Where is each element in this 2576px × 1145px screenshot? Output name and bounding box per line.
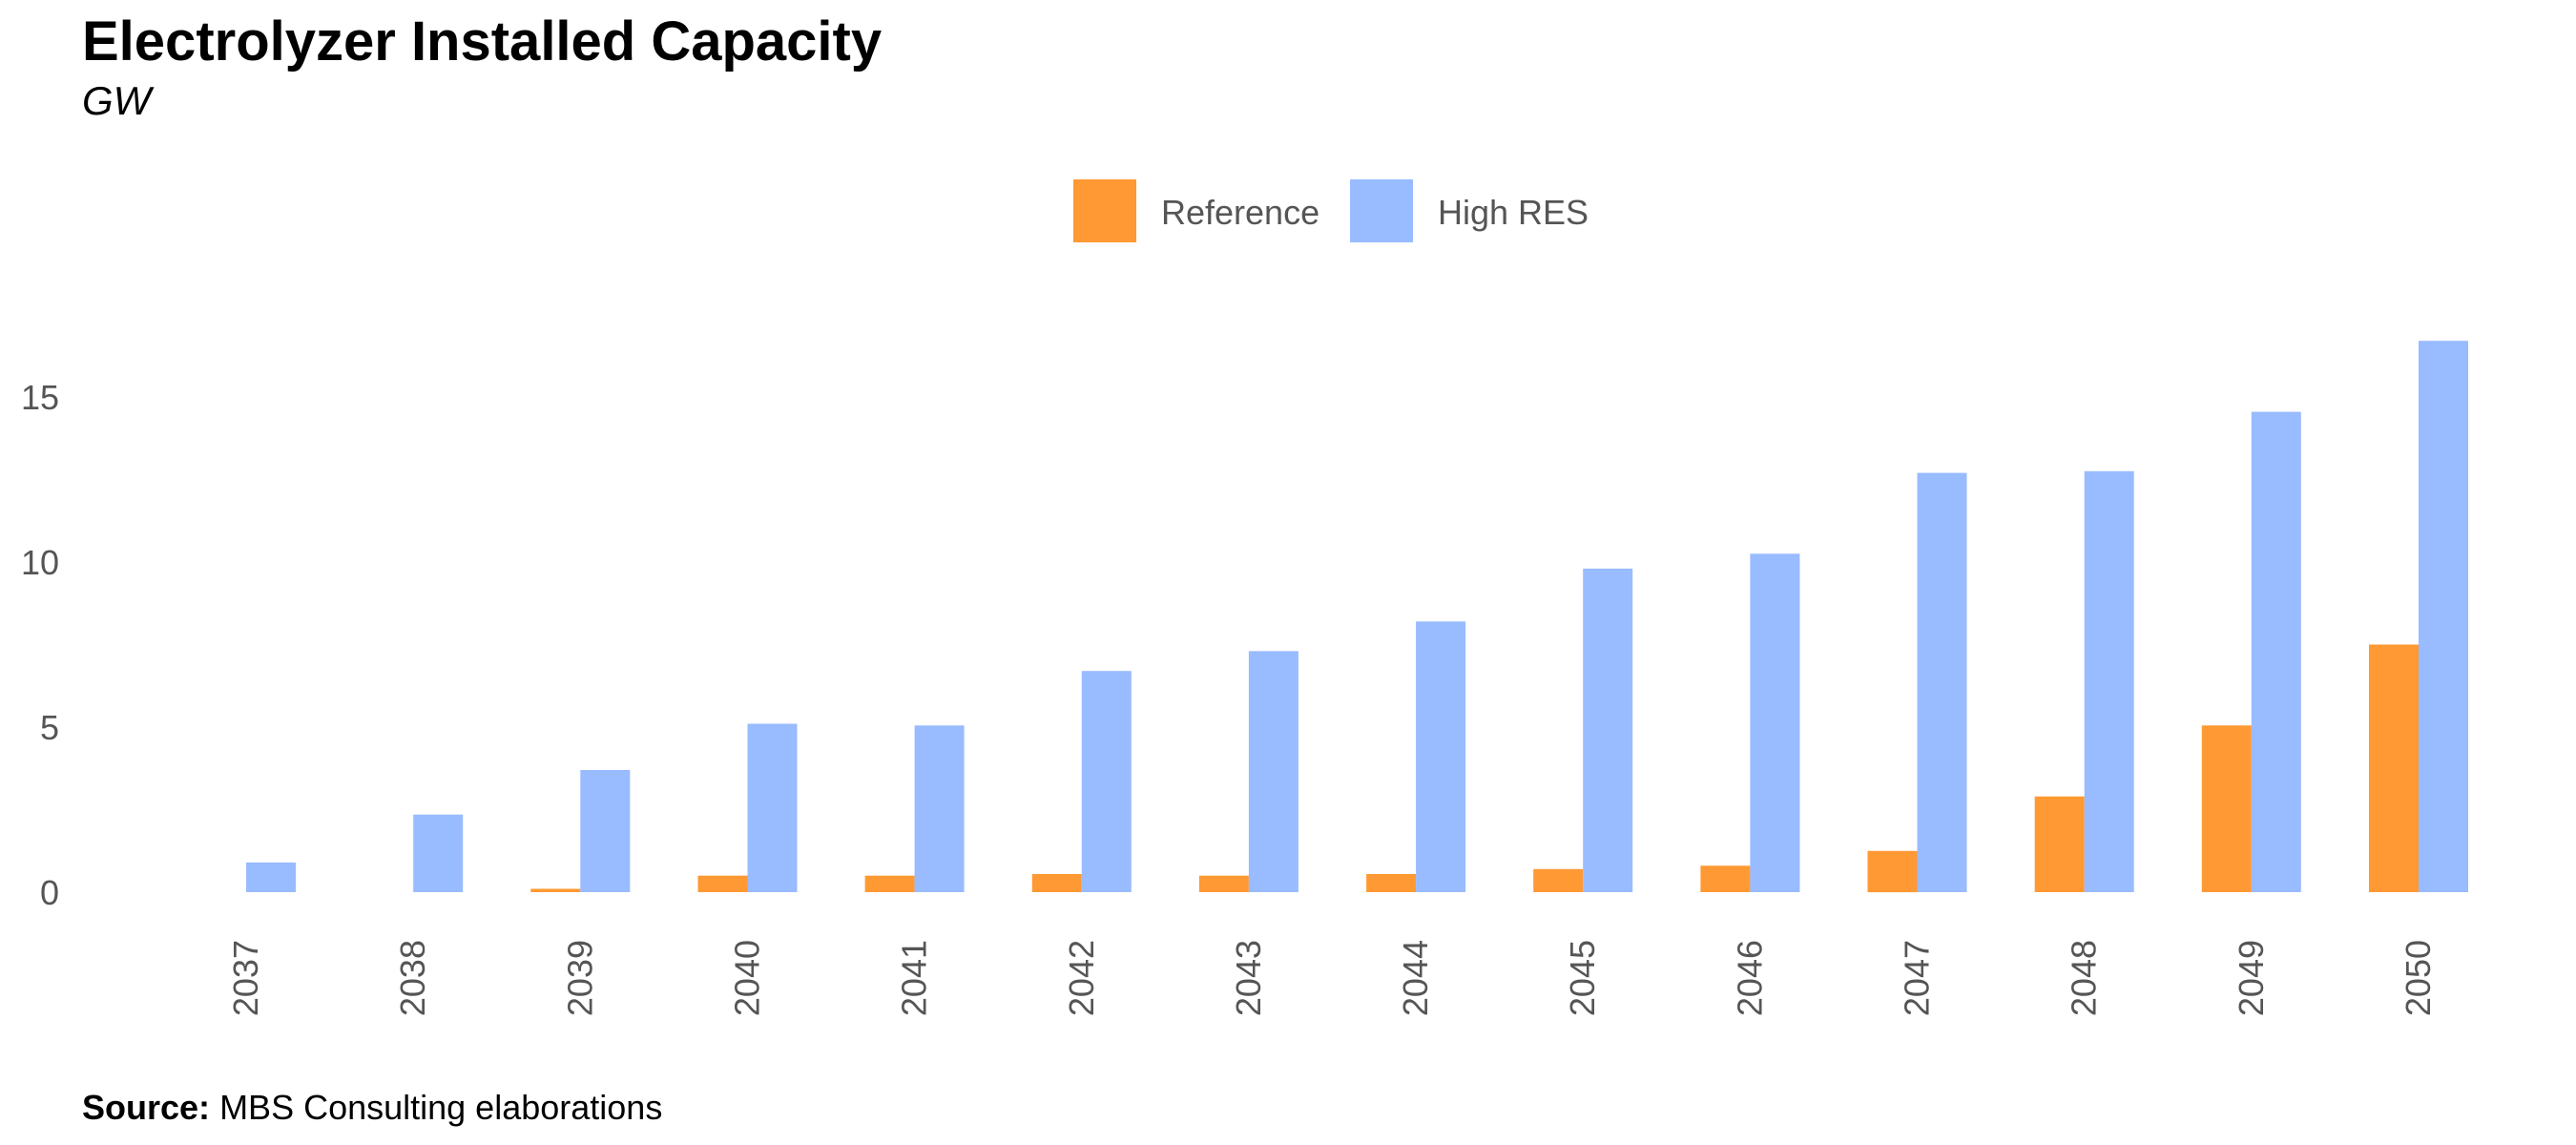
chart-title: Electrolyzer Installed Capacity <box>82 10 883 73</box>
y-tick-label: 15 <box>21 378 59 417</box>
bar-high-res-2046 <box>1750 553 1800 892</box>
x-tick-label-2045: 2045 <box>1563 940 1602 1016</box>
x-tick-label-2038: 2038 <box>393 940 432 1016</box>
bar-high-res-2038 <box>413 814 464 892</box>
bar-reference-2043 <box>1198 875 1249 892</box>
x-tick-label-2041: 2041 <box>895 940 934 1016</box>
bars-group <box>246 341 2468 893</box>
bar-high-res-2050 <box>2419 341 2468 892</box>
y-tick-label: 0 <box>40 873 59 912</box>
chart-subtitle: GW <box>82 78 152 123</box>
bar-high-res-2037 <box>246 862 296 892</box>
x-tick-label-2049: 2049 <box>2232 940 2271 1016</box>
bar-reference-2039 <box>530 888 581 892</box>
legend-label-high-res: High RES <box>1438 193 1589 232</box>
y-axis: 0 5 10 15 <box>21 378 59 912</box>
x-tick-label-2039: 2039 <box>560 940 599 1016</box>
bar-high-res-2039 <box>580 770 631 892</box>
bar-high-res-2043 <box>1248 651 1298 892</box>
bar-reference-2044 <box>1366 874 1417 892</box>
bar-reference-2048 <box>2034 796 2085 892</box>
source-note: Source: MBS Consulting elaborations <box>82 1088 662 1128</box>
source-text: MBS Consulting elaborations <box>219 1088 663 1127</box>
y-tick-label: 10 <box>21 543 59 582</box>
bar-high-res-2049 <box>2251 411 2301 892</box>
legend-label-reference: Reference <box>1161 193 1319 232</box>
x-tick-label-2048: 2048 <box>2065 940 2104 1016</box>
bar-high-res-2048 <box>2084 470 2134 892</box>
x-tick-label-2043: 2043 <box>1229 940 1268 1016</box>
bar-reference-2049 <box>2201 725 2252 892</box>
x-tick-label-2047: 2047 <box>1898 940 1937 1016</box>
bar-high-res-2047 <box>1917 472 1967 892</box>
bar-reference-2050 <box>2369 644 2419 892</box>
x-tick-label-2044: 2044 <box>1396 940 1435 1016</box>
x-axis: 2037 2038 2039 2040 2041 2042 2043 2044 2045 2046… <box>226 940 2438 1016</box>
x-tick-label-2040: 2040 <box>727 940 766 1016</box>
bar-high-res-2041 <box>914 725 965 892</box>
bar-high-res-2045 <box>1583 568 1633 892</box>
bar-reference-2042 <box>1031 874 1082 892</box>
bar-high-res-2044 <box>1416 621 1466 892</box>
x-tick-label-2037: 2037 <box>226 940 265 1016</box>
bar-reference-2047 <box>1867 850 1918 893</box>
bar-reference-2041 <box>864 875 915 892</box>
bar-high-res-2042 <box>1081 671 1132 892</box>
source-label: Source: <box>82 1088 211 1127</box>
x-tick-label-2046: 2046 <box>1730 940 1769 1016</box>
bar-reference-2046 <box>1700 865 1751 892</box>
chart-legend: Reference High RES <box>1073 179 1589 242</box>
x-tick-label-2042: 2042 <box>1062 940 1101 1016</box>
legend-swatch-reference <box>1073 179 1136 242</box>
y-tick-label: 5 <box>40 708 59 747</box>
bar-reference-2045 <box>1533 868 1584 892</box>
legend-swatch-high-res <box>1350 179 1413 242</box>
bar-high-res-2040 <box>747 723 798 892</box>
bar-reference-2040 <box>697 875 748 892</box>
x-tick-label-2050: 2050 <box>2399 940 2438 1016</box>
